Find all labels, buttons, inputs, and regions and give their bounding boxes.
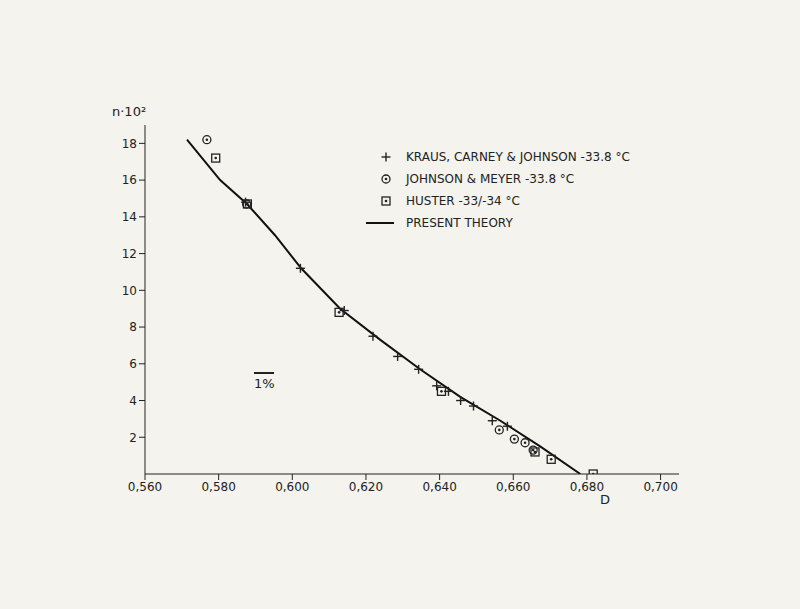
svg-text:16: 16: [122, 173, 137, 187]
html-text:HUSTER -33/-34 °C: HUSTER -33/-34 °C: [406, 194, 520, 208]
html-text:D: D: [600, 492, 610, 507]
svg-text:0,580: 0,580: [201, 480, 235, 494]
svg-text:8: 8: [129, 320, 137, 334]
html-text:n·10²: n·10²: [112, 104, 147, 119]
svg-text:0,640: 0,640: [422, 480, 456, 494]
svg-text:0,700: 0,700: [643, 480, 677, 494]
html-text:KRAUS, CARNEY & JOHNSON -33.8: KRAUS, CARNEY & JOHNSON -33.8 °C: [406, 150, 630, 164]
svg-text:0,600: 0,600: [275, 480, 309, 494]
svg-text:12: 12: [122, 247, 137, 261]
svg-text:10: 10: [122, 284, 137, 298]
svg-text:18: 18: [122, 137, 137, 151]
svg-text:0,680: 0,680: [570, 480, 604, 494]
svg-text:0,560: 0,560: [128, 480, 162, 494]
svg-text:0,620: 0,620: [349, 480, 383, 494]
svg-text:6: 6: [129, 357, 137, 371]
html-text:1%: 1%: [254, 376, 275, 391]
html-text:PRESENT THEORY: PRESENT THEORY: [406, 216, 513, 230]
svg-text:4: 4: [129, 394, 137, 408]
svg-text:0,660: 0,660: [496, 480, 530, 494]
svg-text:14: 14: [122, 210, 137, 224]
svg-text:2: 2: [129, 431, 137, 445]
html-text:JOHNSON & MEYER -33.8 °C: JOHNSON & MEYER -33.8 °C: [406, 172, 575, 186]
